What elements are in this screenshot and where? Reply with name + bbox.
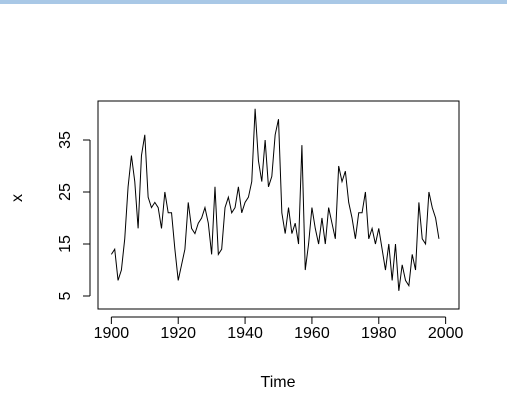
window-top-bar	[0, 0, 507, 4]
y-tick-label: 15	[57, 235, 74, 253]
plot-box	[97, 100, 460, 310]
x-tick-label: 2000	[428, 325, 464, 342]
y-tick-label: 35	[57, 131, 74, 149]
y-tick-label: 25	[57, 183, 74, 201]
x-axis-label: Time	[261, 374, 296, 391]
x-tick-label: 1920	[160, 325, 196, 342]
x-tick-label: 1900	[94, 325, 130, 342]
x-tick-label: 1960	[294, 325, 330, 342]
y-axis-label: x	[9, 194, 26, 202]
x-tick-label: 1940	[227, 325, 263, 342]
x-tick-label: 1980	[361, 325, 397, 342]
line-series	[110, 108, 440, 291]
y-tick-label: 5	[57, 291, 74, 300]
